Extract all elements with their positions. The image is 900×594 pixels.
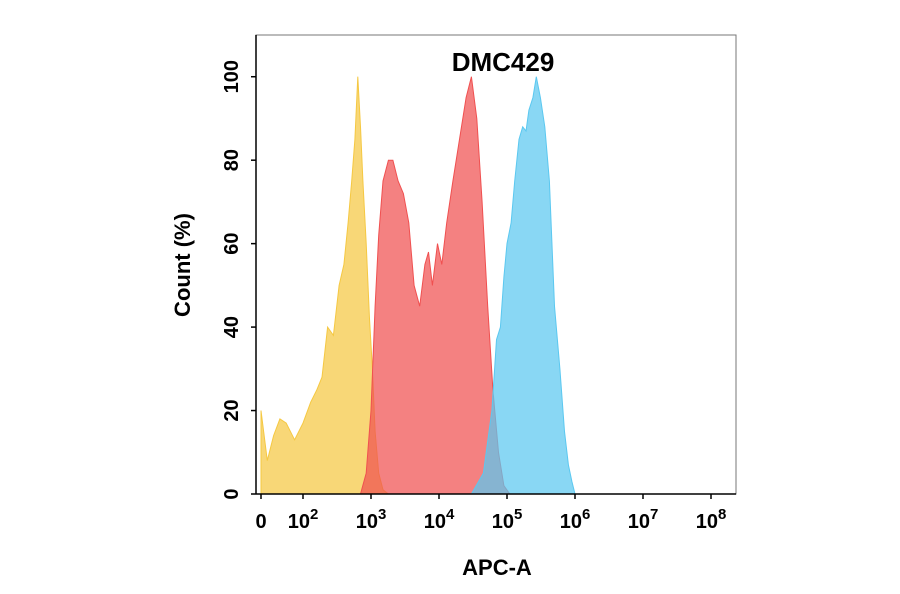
x-tick-label: 0: [255, 511, 266, 533]
axes-layer: [251, 34, 737, 499]
x-tick-labels: 0 102 103 104 105 106 107 108: [255, 506, 726, 533]
series-area-3: [470, 76, 576, 495]
x-tick-label: 103: [356, 506, 387, 533]
x-tick-label: 106: [560, 506, 591, 533]
x-tick-label: 102: [288, 506, 319, 533]
y-tick-label: 0: [221, 488, 243, 499]
x-tick-label: 108: [696, 506, 727, 533]
y-tick-label: 80: [221, 149, 243, 171]
y-tick-label: 20: [221, 399, 243, 421]
x-axis-label: APC-A: [462, 555, 532, 580]
y-tick-labels: 0 20 40 60 80 100: [221, 60, 243, 500]
y-tick-label: 100: [221, 60, 243, 93]
y-tick-label: 40: [221, 316, 243, 338]
x-tick-label: 107: [628, 506, 659, 533]
chart-title: DMC429: [452, 47, 555, 77]
x-tick-label: 104: [424, 506, 455, 533]
x-tick-label: 105: [492, 506, 523, 533]
y-axis-label: Count (%): [170, 213, 195, 317]
y-tick-label: 60: [221, 233, 243, 255]
series-layer: [260, 76, 576, 495]
series-area-2: [359, 76, 511, 495]
